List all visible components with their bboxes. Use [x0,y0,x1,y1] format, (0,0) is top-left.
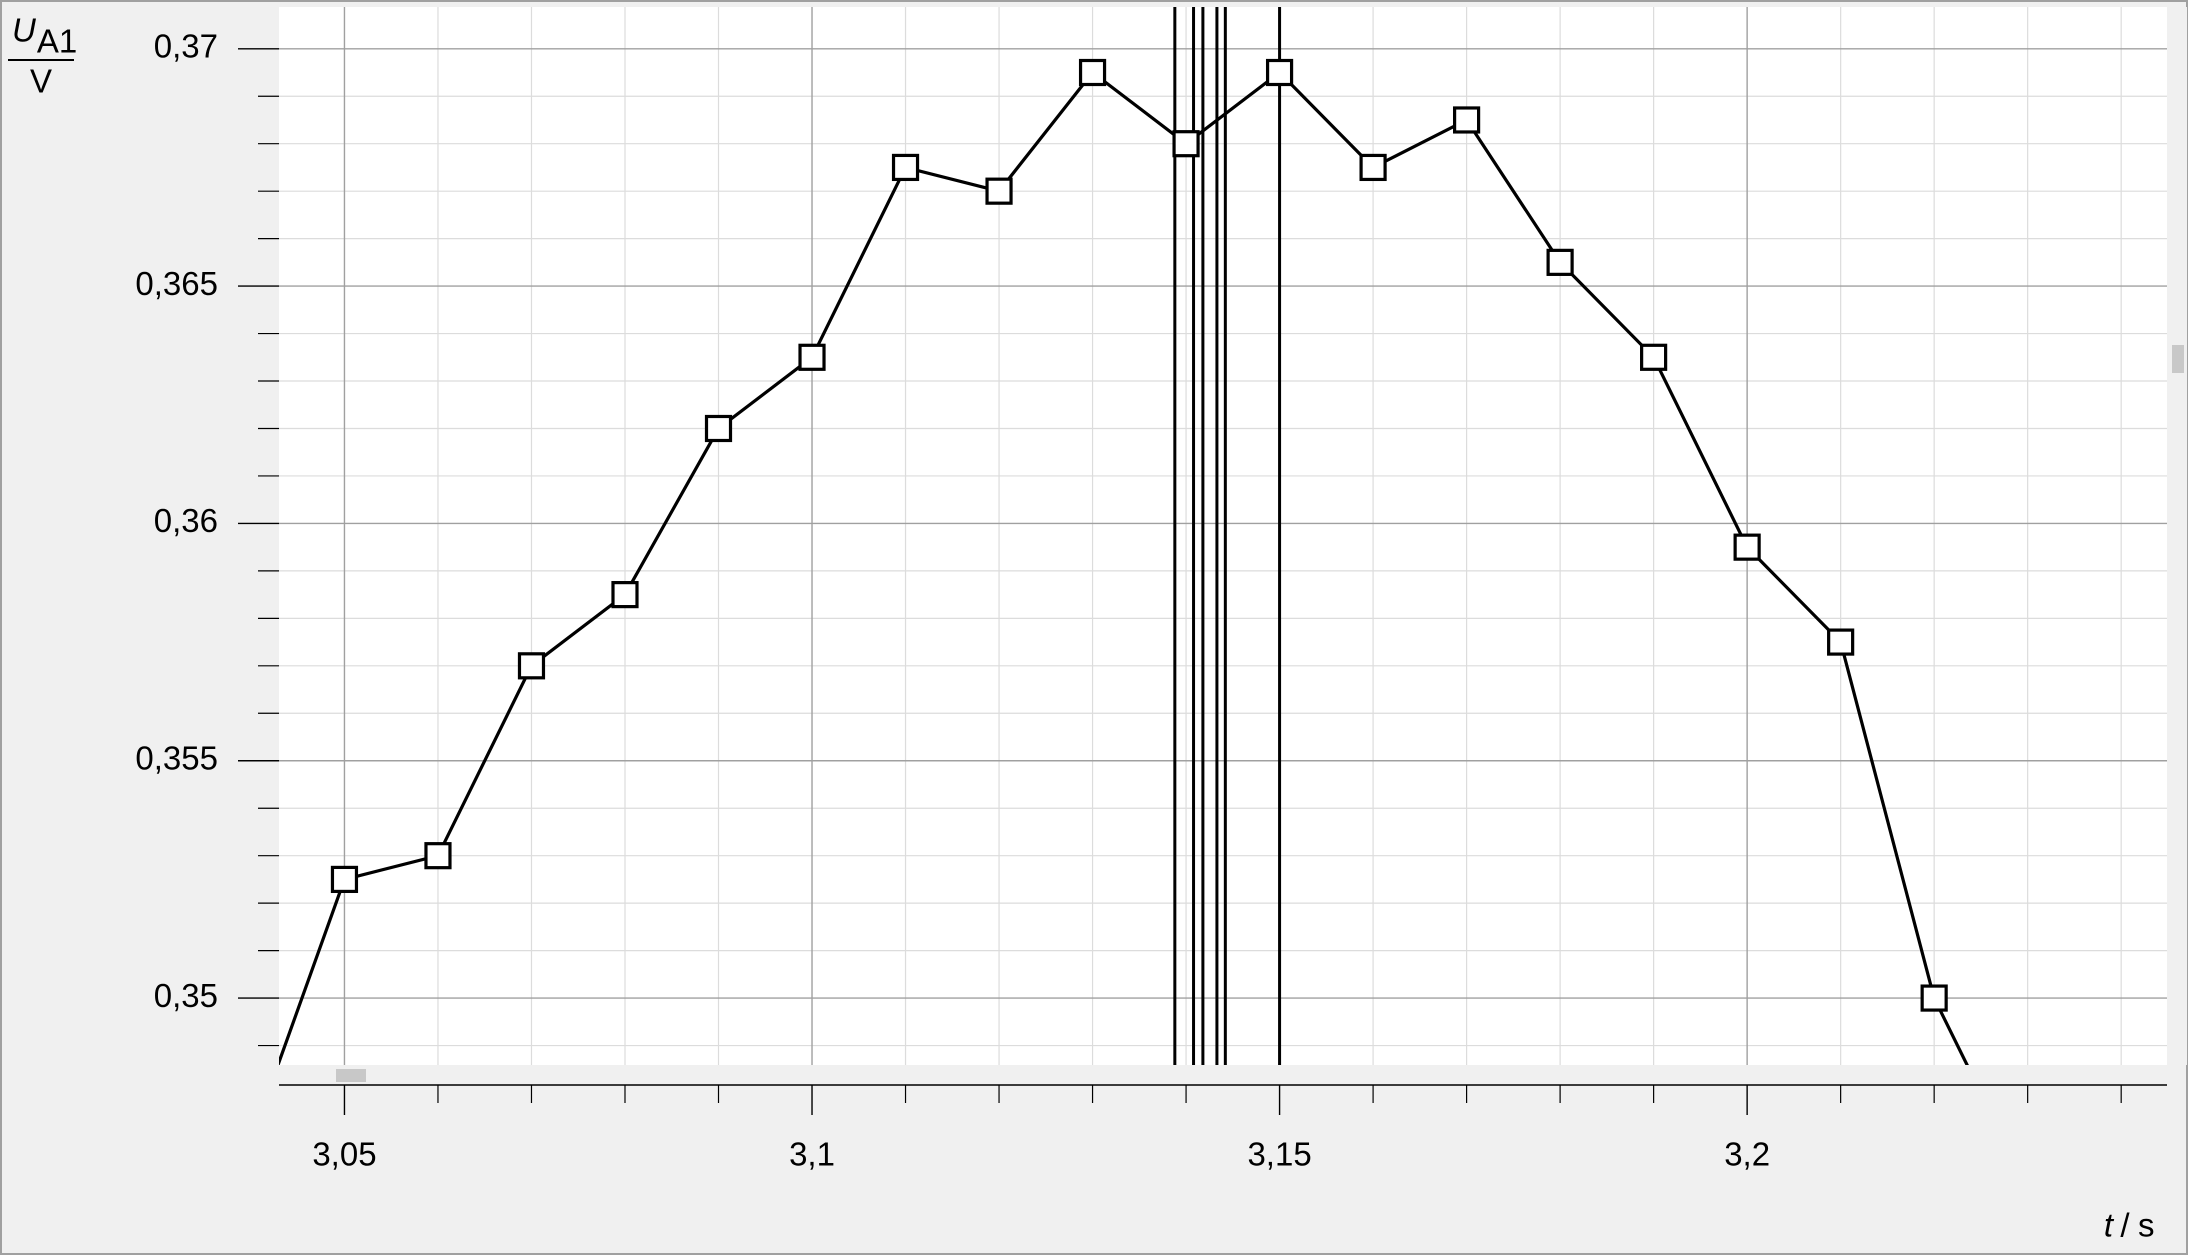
v-scrollbar[interactable] [2167,7,2187,1065]
y-tick-label: 0,36 [154,502,218,539]
data-point [1359,153,1387,182]
y-label-symbol: U [12,12,36,49]
data-point [611,581,639,609]
data-point [1078,58,1107,87]
v-scroll-thumb[interactable] [2172,345,2184,373]
data-point [704,414,733,443]
data-point [1920,984,1948,1012]
data-point [424,842,452,870]
data-point [1172,130,1200,158]
y-tick-label: 0,35 [154,977,218,1014]
x-label-separator: / [2120,1207,2130,1244]
data-point [1546,248,1574,276]
series-line [279,70,1969,1065]
data-point [1827,628,1855,656]
y-tick-label: 0,37 [154,27,218,64]
data-point [330,865,359,894]
data-point [798,343,826,371]
data-point [1265,58,1294,87]
x-tick-label: 3,15 [1247,1136,1311,1173]
marks [279,7,1969,1065]
h-scroll-thumb[interactable] [336,1069,366,1082]
y-tick-label: 0,365 [135,265,218,302]
plot-area [279,7,2167,1065]
data-point [517,652,546,680]
data-point [891,153,920,182]
y-label-subscript: A1 [37,23,77,60]
x-label-symbol: t [2104,1207,2115,1244]
y-tick-label: 0,355 [135,739,218,776]
x-tick-label: 3,1 [789,1136,835,1173]
data-point [1733,533,1761,561]
data-point [1640,343,1668,371]
h-scrollbar[interactable] [279,1065,2167,1085]
x-label-unit: s [2138,1207,2155,1244]
data-point [985,177,1013,205]
data-point [1452,106,1481,134]
y-label-unit: V [30,63,52,100]
x-tick-label: 3,05 [312,1136,376,1173]
x-tick-label: 3,2 [1724,1136,1770,1173]
